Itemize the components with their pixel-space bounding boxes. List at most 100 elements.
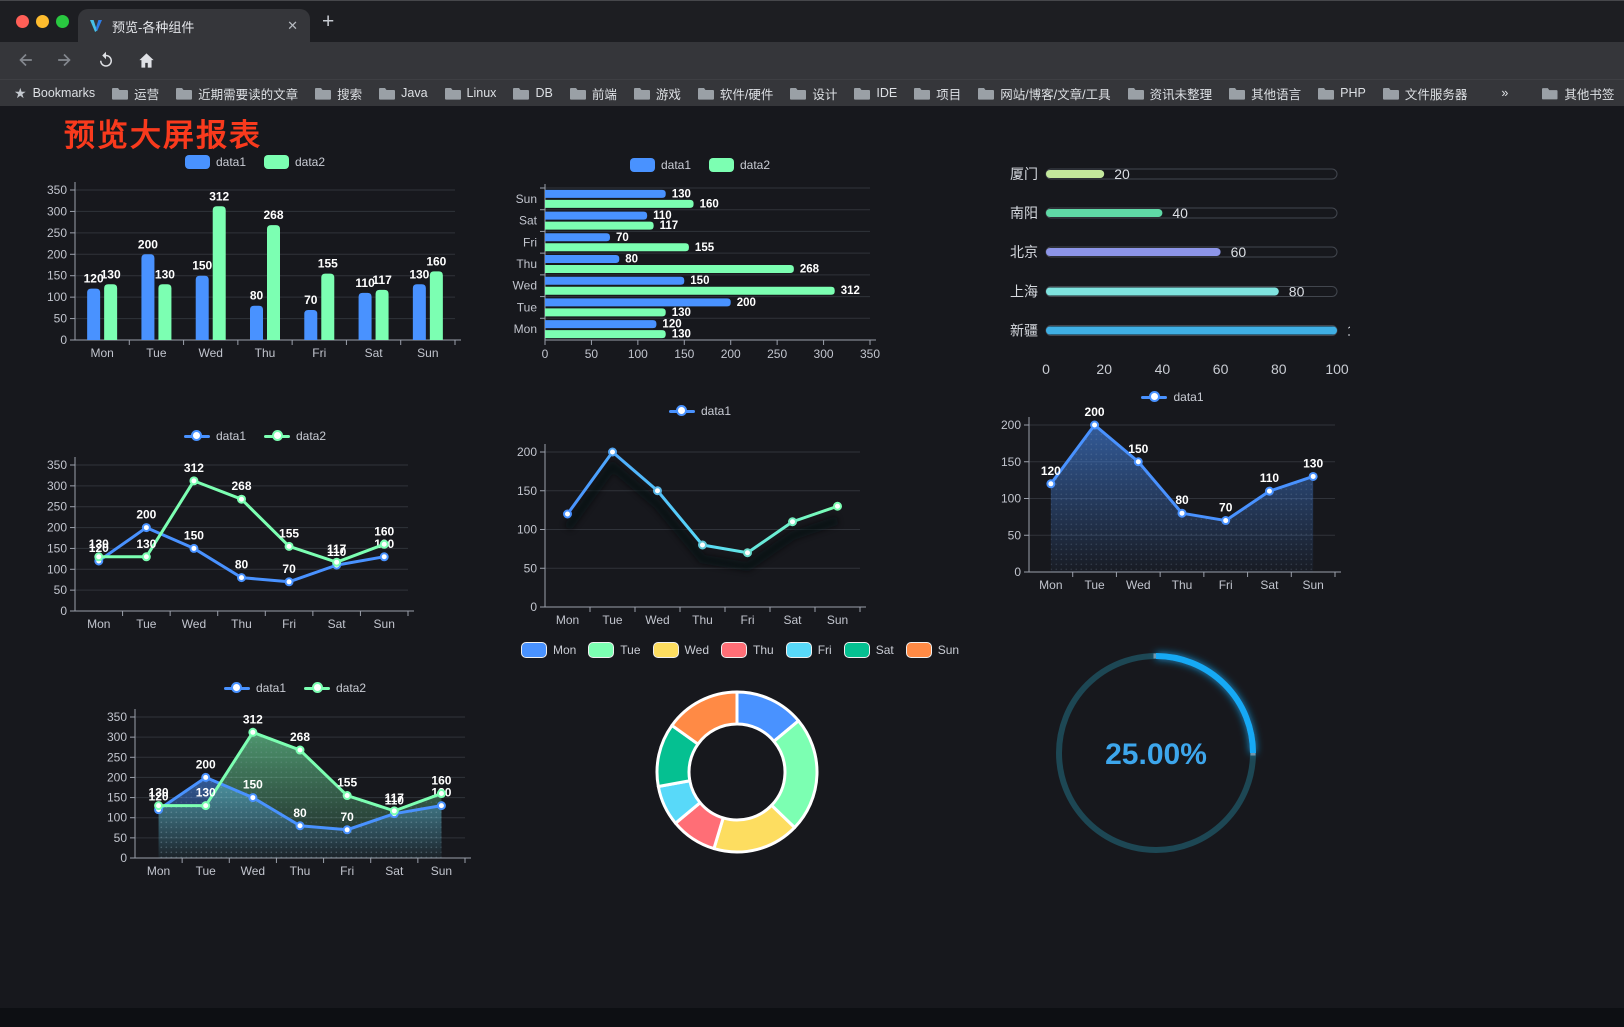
svg-text:300: 300 <box>47 479 67 493</box>
legend-item-Sun[interactable]: Sun <box>905 642 960 658</box>
bookmark-folder[interactable]: Linux <box>444 86 497 100</box>
chart-donut[interactable]: Mon Tue Wed Thu Fri Sat Sun <box>520 636 959 886</box>
chart-canvas-line-gradient: 0 50 100 150 200 Mon Tue Wed Thu Fri Sat Sun <box>517 444 866 627</box>
bookmark-folder[interactable]: 文件服务器 <box>1382 84 1468 103</box>
legend-item-Mon[interactable]: Mon <box>520 642 576 658</box>
svg-text:Mon: Mon <box>87 617 110 631</box>
forward-icon[interactable] <box>52 48 76 72</box>
svg-text:120: 120 <box>84 272 104 286</box>
bookmark-folder[interactable]: 游戏 <box>633 84 681 103</box>
legend-item-Sat[interactable]: Sat <box>843 642 894 658</box>
chart-area-two-series[interactable]: 0 50 100 150 200 250 300 350 Mon Tue Wed Thu Fri Sat S… <box>100 676 490 890</box>
legend-item-data1[interactable]: data1 <box>629 158 691 172</box>
legend-item-data2[interactable]: data2 <box>264 429 326 443</box>
chart-canvas-line-two-series: 0 50 100 150 200 250 300 350 Mon Tue Wed Thu Fri Sat S… <box>47 457 414 631</box>
other-bookmarks[interactable]: 其他书签 <box>1542 84 1614 103</box>
legend-item-data2[interactable]: data2 <box>264 155 325 169</box>
window-zoom-button[interactable] <box>56 15 69 28</box>
svg-text:Thu: Thu <box>1172 578 1193 592</box>
window-close-button[interactable] <box>16 15 29 28</box>
chart-bar-vertical[interactable]: 0 50 100 150 200 250 300 350 Mon Tue Wed Thu Fri Sat S… <box>40 150 470 370</box>
svg-text:100: 100 <box>47 290 67 304</box>
bookmark-folder[interactable]: 前端 <box>569 84 617 103</box>
svg-text:0: 0 <box>1042 361 1050 377</box>
legend-item-Tue[interactable]: Tue <box>588 642 641 658</box>
bookmark-folder[interactable]: 软件/硬件 <box>697 84 773 103</box>
chart-line-gradient[interactable]: 0 50 100 150 200 Mon Tue Wed Thu Fri Sat Sun data1 <box>505 400 895 630</box>
bookmark-folder-label: Linux <box>466 86 497 100</box>
svg-text:250: 250 <box>767 347 787 361</box>
legend-item-data1[interactable]: data1 <box>1141 390 1204 404</box>
bookmark-folder[interactable]: IDE <box>854 86 897 100</box>
folder-icon <box>1542 87 1558 100</box>
legend-label: Tue <box>620 643 641 657</box>
svg-text:350: 350 <box>860 347 880 361</box>
svg-text:70: 70 <box>304 293 318 307</box>
chart-area-single[interactable]: 0 50 100 150 200 Mon Tue Wed Thu Fri Sat Sun 120 200 1… <box>995 388 1350 598</box>
home-icon[interactable] <box>134 48 158 72</box>
bookmark-folder[interactable]: 项目 <box>914 84 961 103</box>
svg-text:50: 50 <box>1008 528 1022 542</box>
bookmark-folder[interactable]: 资讯未整理 <box>1127 84 1212 103</box>
legend-item-data1[interactable]: data1 <box>183 429 246 443</box>
chart-gauge[interactable]: 25.00% <box>1040 633 1275 878</box>
svg-text:Wed: Wed <box>1126 578 1150 592</box>
legend-item-Thu[interactable]: Thu <box>721 642 774 658</box>
bookmark-folder-label: 运营 <box>134 87 160 102</box>
bookmark-folder-label: 文件服务器 <box>1404 87 1468 102</box>
svg-text:100: 100 <box>1325 361 1349 377</box>
bookmark-folder[interactable]: 运营 <box>112 84 159 103</box>
chart-canvas-bar-vertical: 0 50 100 150 200 250 300 350 Mon Tue Wed Thu Fri Sat S… <box>47 182 461 360</box>
legend-item-data2[interactable]: data2 <box>709 158 770 172</box>
new-tab-button[interactable]: + <box>322 10 335 33</box>
folder-icon <box>914 87 931 100</box>
bookmark-folder[interactable]: 搜索 <box>315 84 362 103</box>
chart-line-two-series[interactable]: 0 50 100 150 200 250 300 350 Mon Tue Wed Thu Fri Sat S… <box>40 425 470 637</box>
chart-bar-horizontal[interactable]: 0 50 100 150 200 250 300 350 Sun Sat Fri Thu Wed Tue M… <box>505 155 895 367</box>
bookmark-folder[interactable]: 其他语言 <box>1229 84 1301 103</box>
svg-text:130: 130 <box>672 188 691 200</box>
svg-text:150: 150 <box>107 791 127 805</box>
legend-swatch <box>1141 391 1168 403</box>
legend-swatch <box>520 642 547 658</box>
svg-text:50: 50 <box>114 831 128 845</box>
browser-tab[interactable]: 预览-各种组件 ✕ <box>78 9 310 43</box>
tab-close-icon[interactable]: ✕ <box>287 18 298 33</box>
bookmark-folder[interactable]: 网站/博客/文章/工具 <box>978 84 1111 103</box>
svg-text:Thu: Thu <box>290 864 311 878</box>
bookmark-folder[interactable]: 近期需要读的文章 <box>176 84 298 103</box>
bookmarks-manager[interactable]: ★ Bookmarks <box>14 85 95 102</box>
bookmark-folder[interactable]: DB <box>513 86 553 100</box>
legend-item-Wed[interactable]: Wed <box>652 642 709 658</box>
bookmark-folder[interactable]: 设计 <box>790 84 837 103</box>
legend-label: Sun <box>937 643 960 657</box>
svg-text:110: 110 <box>1260 471 1280 485</box>
legend-item-data1[interactable]: data1 <box>184 155 246 169</box>
svg-text:80: 80 <box>1289 284 1305 300</box>
svg-text:Tue: Tue <box>602 613 623 627</box>
svg-text:312: 312 <box>841 285 860 297</box>
window-minimize-button[interactable] <box>36 15 49 28</box>
bookmark-folder[interactable]: PHP <box>1318 86 1366 100</box>
bookmark-folder[interactable]: Java <box>379 86 428 100</box>
svg-text:312: 312 <box>184 461 204 475</box>
chart-progress-list[interactable]: 厦门 20 南阳 40 北京 60 上海 80 新疆 100 0 20 40 60 80 100 <box>1000 160 1350 385</box>
legend-item-data1[interactable]: data1 <box>223 681 286 695</box>
svg-text:312: 312 <box>209 189 229 203</box>
bookmark-folder-label: PHP <box>1340 86 1366 100</box>
chart-legend: Mon Tue Wed Thu Fri Sat Sun <box>520 642 959 658</box>
svg-text:Tue: Tue <box>136 617 157 631</box>
legend-label: Wed <box>684 643 709 657</box>
legend-item-data1[interactable]: data1 <box>668 404 731 418</box>
svg-text:250: 250 <box>47 500 67 514</box>
bookmarks-overflow-chevron[interactable]: » <box>1501 86 1509 100</box>
svg-text:Fri: Fri <box>312 346 326 360</box>
svg-text:新疆: 新疆 <box>1010 323 1038 339</box>
folder-icon <box>1229 87 1246 100</box>
legend-item-Fri[interactable]: Fri <box>785 642 832 658</box>
back-icon[interactable] <box>14 48 38 72</box>
svg-text:0: 0 <box>60 604 67 618</box>
reload-icon[interactable] <box>94 48 118 72</box>
svg-text:155: 155 <box>695 242 715 254</box>
legend-item-data2[interactable]: data2 <box>304 681 366 695</box>
